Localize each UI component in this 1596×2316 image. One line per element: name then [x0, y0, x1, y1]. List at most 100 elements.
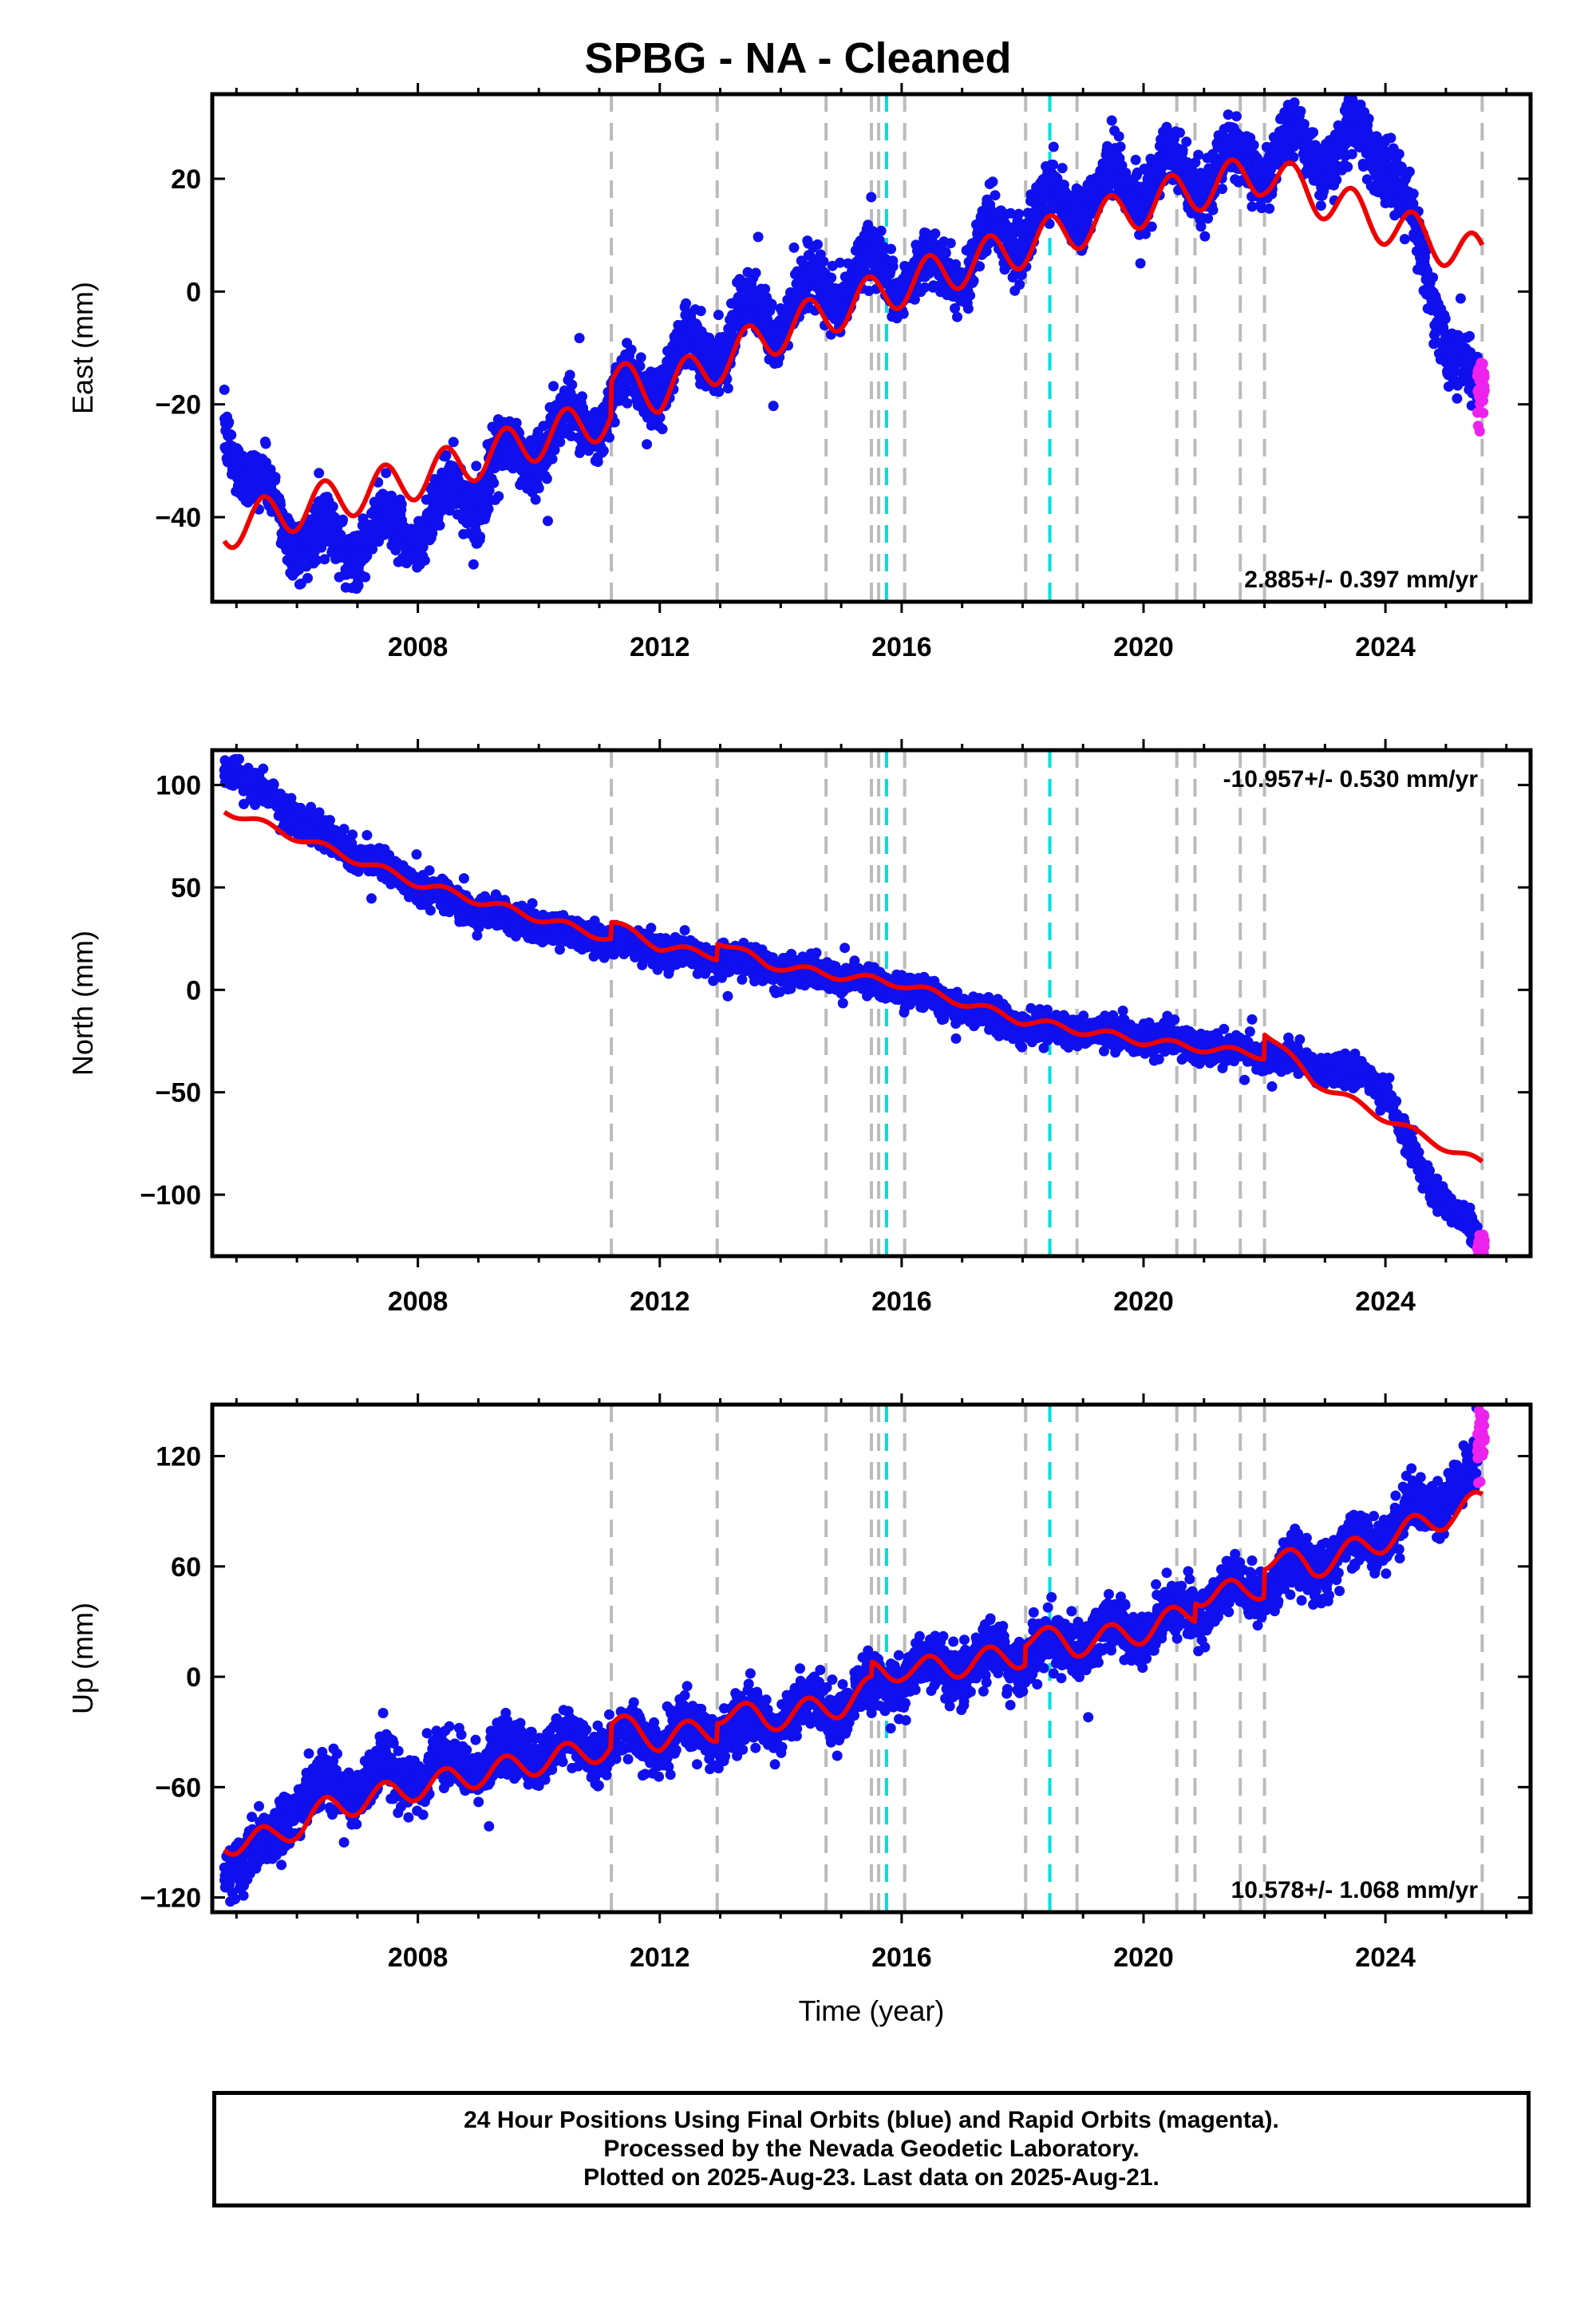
final-orbit-point: [681, 298, 692, 309]
final-orbit-point: [1193, 149, 1204, 160]
final-orbit-point: [1408, 188, 1419, 200]
final-orbit-point: [695, 306, 706, 317]
final-orbit-point: [484, 485, 495, 496]
final-orbit-point: [361, 830, 373, 840]
final-orbit-point: [1181, 136, 1192, 148]
final-orbit-point: [604, 432, 614, 443]
final-orbit-point: [381, 468, 392, 479]
y-tick-label: −20: [155, 390, 201, 421]
final-orbit-point: [622, 397, 633, 409]
y-axis-label: East (mm): [66, 282, 99, 414]
rapid-orbit-point: [1479, 385, 1490, 396]
final-orbit-point: [448, 437, 459, 448]
final-orbit-point: [1106, 115, 1117, 126]
final-orbit-point: [965, 290, 976, 301]
plot-area: [219, 94, 1490, 602]
final-orbit-point: [493, 491, 504, 502]
final-orbit-point: [788, 242, 800, 253]
final-orbit-point: [531, 470, 543, 480]
chart-title: SPBG - NA - Cleaned: [584, 34, 1012, 82]
final-orbit-point: [530, 494, 541, 505]
final-orbit-point: [358, 513, 369, 524]
final-orbit-point: [338, 514, 349, 525]
final-orbit-point: [1135, 258, 1146, 269]
final-orbit-point: [353, 580, 364, 591]
final-orbit-point: [543, 516, 553, 527]
final-orbit-point: [654, 412, 666, 423]
final-orbit-point: [440, 450, 452, 460]
final-orbit-point: [1315, 200, 1326, 211]
final-orbit-point: [1404, 166, 1415, 177]
final-orbit-point: [511, 417, 522, 429]
final-orbit-point: [1246, 201, 1258, 212]
final-orbit-point: [835, 257, 846, 268]
final-orbit-point: [1048, 141, 1059, 152]
final-orbit-point: [598, 445, 609, 456]
final-orbit-point: [548, 381, 559, 392]
final-orbit-point: [367, 543, 378, 555]
final-orbit-point: [990, 190, 1001, 201]
final-orbit-point: [1248, 140, 1259, 151]
final-orbit-point: [577, 391, 587, 402]
final-orbit-point: [1342, 161, 1353, 172]
final-orbit-point: [753, 231, 764, 243]
final-orbit-point: [952, 311, 962, 322]
x-tick-label: 2012: [630, 632, 690, 662]
final-orbit-point: [270, 472, 281, 483]
final-orbit-point: [1455, 293, 1466, 304]
plot-area: [219, 750, 1490, 1256]
final-orbit-point: [1363, 113, 1374, 124]
final-orbit-point: [411, 849, 422, 860]
final-orbit-point: [471, 460, 482, 472]
final-orbit-point: [1130, 154, 1141, 165]
final-orbit-point: [1295, 105, 1306, 117]
final-orbit-point: [1264, 203, 1275, 214]
rapid-orbit-point: [1478, 408, 1489, 418]
final-orbit-point: [223, 417, 235, 428]
final-orbit-point: [419, 555, 430, 566]
final-orbit-point: [1199, 231, 1211, 242]
final-orbit-point: [1057, 163, 1068, 174]
final-orbit-point: [1231, 111, 1242, 122]
final-orbit-point: [1115, 141, 1126, 152]
final-orbit-point: [567, 379, 578, 390]
final-orbit-point: [547, 453, 558, 464]
final-orbit-point: [475, 531, 486, 542]
final-orbit-point: [826, 272, 837, 283]
final-orbit-point: [768, 401, 779, 412]
x-tick-label: 2020: [1113, 632, 1174, 662]
final-orbit-point: [626, 344, 637, 355]
final-orbit-point: [483, 504, 494, 515]
final-orbit-point: [634, 361, 646, 372]
final-orbit-point: [1308, 127, 1319, 138]
final-orbit-point: [319, 554, 330, 565]
final-orbit-point: [818, 256, 829, 267]
final-orbit-point: [226, 429, 237, 441]
final-orbit-point: [987, 176, 998, 188]
final-orbit-point: [1014, 279, 1025, 290]
final-orbit-point: [713, 386, 725, 397]
final-orbit-point: [1175, 127, 1185, 138]
final-orbit-point: [866, 192, 877, 203]
y-tick-label: 0: [186, 277, 201, 307]
final-orbit-point: [642, 439, 653, 450]
final-orbit-point: [1331, 174, 1342, 185]
y-tick-label: 20: [171, 164, 201, 195]
final-orbit-point: [722, 383, 733, 393]
final-orbit-point: [1399, 234, 1410, 245]
final-orbit-point: [1452, 393, 1463, 404]
final-orbit-point: [962, 303, 974, 314]
final-orbit-point: [713, 310, 724, 321]
final-orbit-point: [760, 283, 771, 294]
x-tick-label: 2024: [1355, 632, 1416, 662]
final-orbit-point: [366, 893, 377, 904]
final-orbit-point: [887, 261, 899, 272]
final-orbit-point: [488, 477, 500, 488]
final-orbit-point: [1013, 208, 1025, 219]
final-orbit-point: [302, 572, 313, 583]
final-orbit-point: [360, 571, 371, 583]
final-orbit-point: [311, 555, 322, 566]
final-orbit-point: [268, 779, 279, 790]
